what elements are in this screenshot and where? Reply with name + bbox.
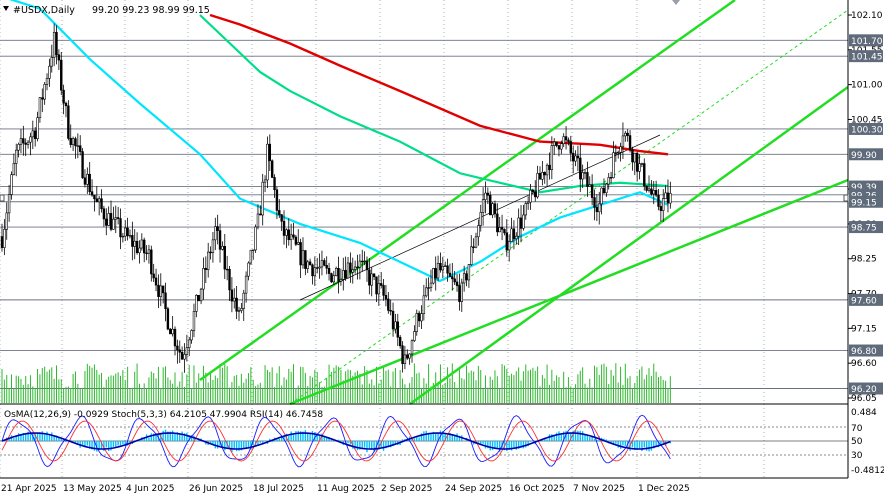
price-tag xyxy=(849,221,883,234)
price-tick: 96.60 xyxy=(851,359,877,369)
symbol-label: #USDX,Daily xyxy=(13,5,75,16)
time-label: 13 May 2025 xyxy=(63,484,122,494)
price-tick: 102.10 xyxy=(851,11,883,21)
price-tag-label: 96.80 xyxy=(851,347,877,357)
time-axis: 21 Apr 2025 13 May 2025 4 Jun 2025 26 Jun 2… xyxy=(1,484,690,494)
price-tag xyxy=(849,122,883,135)
oscillator-tick: 0.484 xyxy=(851,408,877,418)
trend-channels xyxy=(199,0,849,406)
price-tag xyxy=(849,148,883,161)
price-tag xyxy=(849,344,883,357)
time-label: 11 Aug 2025 xyxy=(317,484,375,494)
price-tick: 97.15 xyxy=(851,324,877,334)
price-tick: 98.25 xyxy=(851,255,877,265)
price-tag xyxy=(849,293,883,306)
oscillator-tick: 30 xyxy=(851,451,863,461)
ohlc-values: 99.20 99.23 98.99 99.15 xyxy=(92,5,210,16)
time-label: 1 Dec 2025 xyxy=(638,484,690,494)
price-tag-label: 101.45 xyxy=(851,53,883,63)
price-tag-label: 100.30 xyxy=(851,125,883,135)
price-tag xyxy=(849,382,883,395)
price-tag xyxy=(849,34,883,47)
price-tag-label: 97.60 xyxy=(851,296,877,306)
time-label: 18 Jul 2025 xyxy=(253,484,304,494)
time-label: 21 Apr 2025 xyxy=(1,484,57,494)
price-tick: 101.00 xyxy=(851,81,883,91)
time-label: 26 Jun 2025 xyxy=(189,484,243,494)
chart-header: #USDX,Daily 99.20 99.23 98.99 99.15 xyxy=(3,5,210,16)
oscillator-tick: -0.4812 xyxy=(851,466,884,476)
price-tag-label: 99.90 xyxy=(851,151,877,161)
oscillator-axis: 0.484 70 50 30 -0.4812 xyxy=(851,408,884,476)
time-label: 16 Oct 2025 xyxy=(509,484,565,494)
price-tag-label: 98.75 xyxy=(851,224,877,234)
scroll-marker-icon[interactable] xyxy=(672,0,680,5)
chevron-down-icon[interactable] xyxy=(3,6,9,11)
left-handle-icon[interactable] xyxy=(0,194,5,202)
time-label: 4 Jun 2025 xyxy=(126,484,174,494)
candlesticks xyxy=(0,23,672,373)
price-tag-label: 101.70 xyxy=(851,37,883,47)
price-tag-label: 96.20 xyxy=(851,385,877,395)
time-label: 7 Nov 2025 xyxy=(573,484,625,494)
time-label: 2 Sep 2025 xyxy=(381,484,432,494)
price-tag xyxy=(849,50,883,63)
oscillator-label: OsMA(12,26,9) -0.0929 Stoch(5,3,3) 64.21… xyxy=(4,410,323,420)
time-label: 24 Sep 2025 xyxy=(445,484,502,494)
oscillator-tick: 70 xyxy=(851,424,863,434)
oscillator-tick: 50 xyxy=(851,437,863,447)
price-tick: 100.45 xyxy=(851,115,883,125)
price-tag-label: 99.39 xyxy=(851,183,877,193)
price-tick: 96.05 xyxy=(851,394,877,404)
price-tags: 101.70101.45100.3099.9099.3999.2699.1598… xyxy=(849,34,883,395)
right-handle-icon[interactable] xyxy=(843,194,849,202)
oscillator-pane xyxy=(0,414,848,468)
price-tag xyxy=(849,195,883,208)
price-tag-label: 99.15 xyxy=(851,198,877,208)
